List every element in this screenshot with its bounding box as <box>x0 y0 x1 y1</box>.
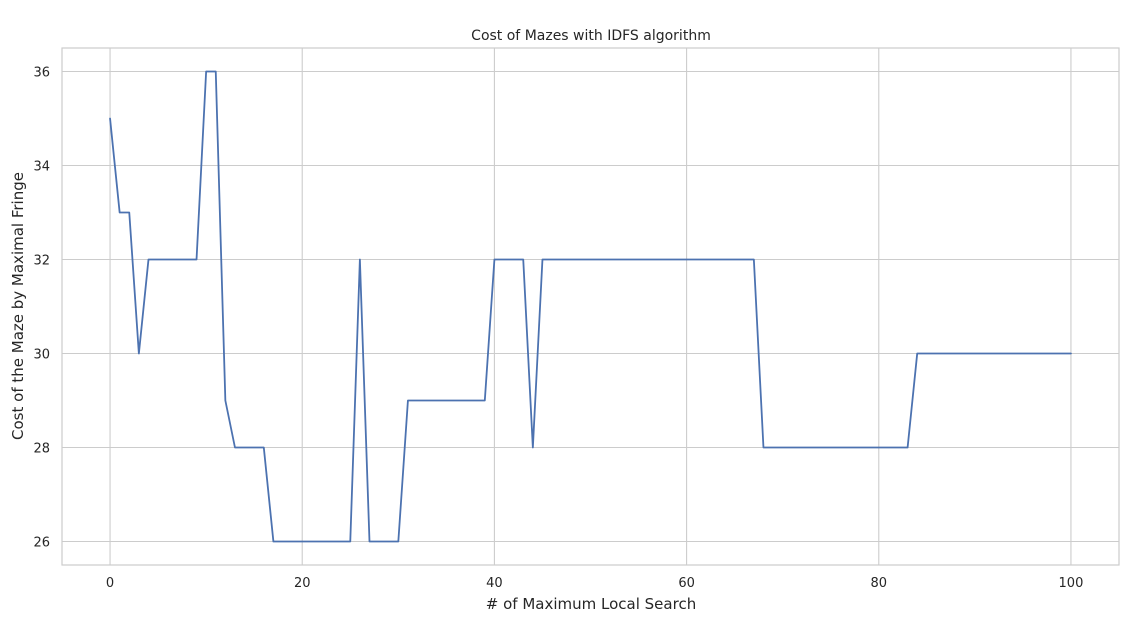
chart-title: Cost of Mazes with IDFS algorithm <box>471 28 711 44</box>
y-tick-label: 36 <box>33 66 50 81</box>
series-line <box>109 70 1072 543</box>
plot-frame <box>61 47 1120 566</box>
x-tick-label: 100 <box>1059 576 1084 591</box>
y-tick-label: 28 <box>33 442 50 457</box>
x-tick-label: 20 <box>294 576 311 591</box>
y-axis-label: Cost of the Maze by Maximal Fringe <box>9 172 27 440</box>
y-tick-label: 34 <box>33 160 50 175</box>
x-tick-label: 80 <box>870 576 887 591</box>
y-tick-label: 30 <box>33 348 50 363</box>
x-tick-label: 60 <box>678 576 695 591</box>
y-tick-label: 26 <box>33 536 50 551</box>
x-tick-label: 40 <box>486 576 503 591</box>
x-tick-label: 0 <box>106 576 114 591</box>
x-axis-label: # of Maximum Local Search <box>486 595 696 613</box>
y-tick-label: 32 <box>33 254 50 269</box>
